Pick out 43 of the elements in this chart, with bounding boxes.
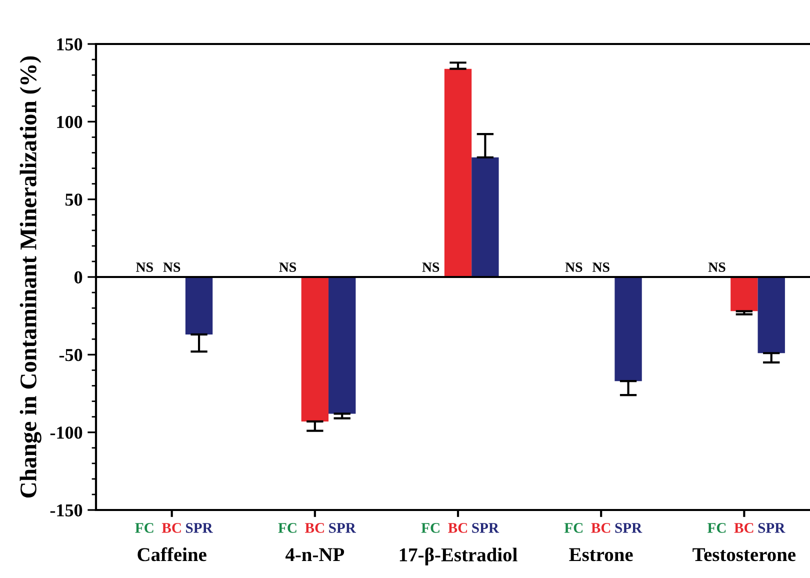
y-tick-label: -100 xyxy=(50,426,82,439)
x-tick-label: 17-β-Estradiol xyxy=(400,548,518,566)
text: FC xyxy=(708,523,726,533)
bar xyxy=(185,277,213,334)
text: NS xyxy=(422,262,440,272)
x-tick-label: Testosterone xyxy=(692,548,796,562)
text: BC xyxy=(305,523,324,533)
text: NS xyxy=(592,262,610,272)
y-tick-label: 150 xyxy=(57,38,82,50)
text: SPR xyxy=(472,523,500,533)
x-tick-label: Estrone xyxy=(569,548,633,562)
text: NS xyxy=(279,262,296,272)
text: BC xyxy=(162,523,181,533)
text: NS xyxy=(565,262,582,272)
text: SPR xyxy=(186,523,213,533)
y-tick-label: -150 xyxy=(50,504,82,516)
y-tick-label: 0 xyxy=(74,271,82,284)
bar xyxy=(301,277,329,422)
x-tick-label: Caffeine xyxy=(138,547,206,562)
text: SPR xyxy=(615,523,642,533)
bar xyxy=(758,277,785,354)
bar xyxy=(472,157,499,277)
x-tick-label: 4-n-NP xyxy=(285,548,344,561)
bar xyxy=(614,277,642,382)
bar xyxy=(328,277,356,414)
text: BC xyxy=(734,523,754,533)
text: FC xyxy=(564,523,583,533)
bar xyxy=(444,68,472,277)
text: NS xyxy=(708,262,726,272)
y-axis-title: Change in Contaminant Mineralization (%) xyxy=(20,56,42,498)
text: SPR xyxy=(758,523,786,533)
text: NS xyxy=(163,262,180,272)
bar xyxy=(730,277,758,312)
text: SPR xyxy=(329,523,356,533)
legend-label: FC xyxy=(135,523,154,533)
text: FC xyxy=(421,523,440,533)
y-tick-label: 100 xyxy=(57,116,82,128)
text: BC xyxy=(591,523,610,533)
text: BC xyxy=(448,523,468,533)
text: NS xyxy=(136,262,153,272)
y-tick-label: -50 xyxy=(59,348,82,362)
text: FC xyxy=(278,523,296,533)
y-tick-label: 50 xyxy=(65,194,82,206)
